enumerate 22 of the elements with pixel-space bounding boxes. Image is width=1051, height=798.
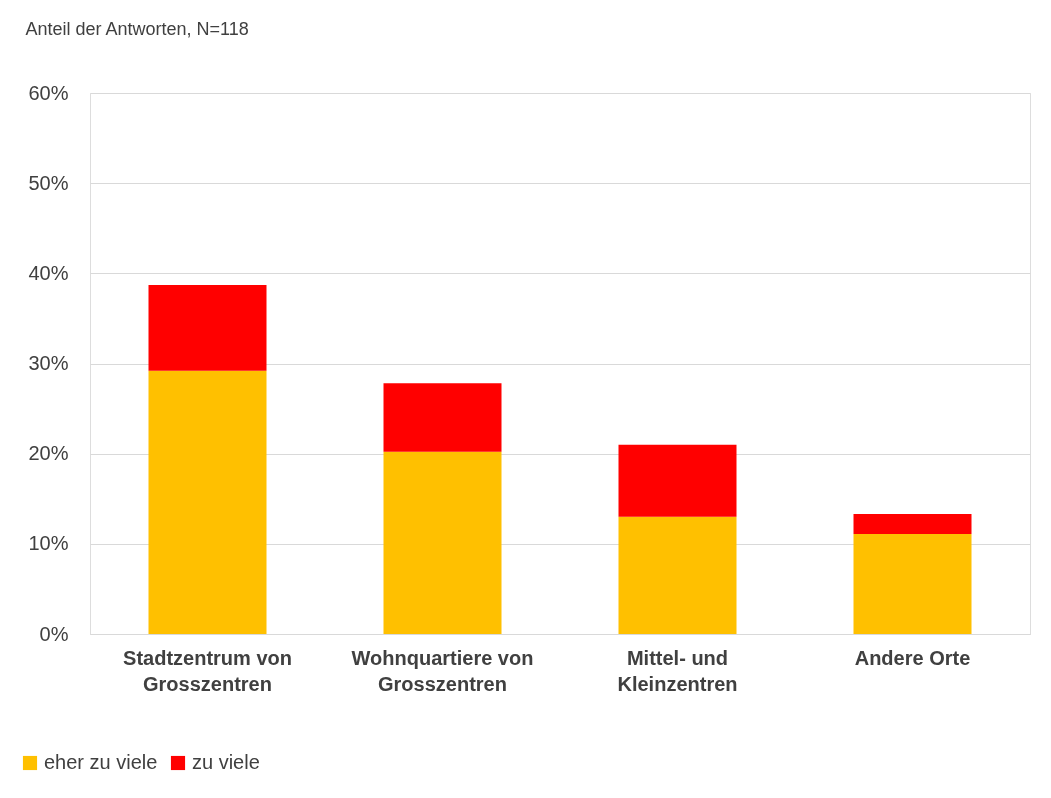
y-tick-label: 0% — [39, 622, 69, 645]
y-axis-title: Anteil der Antworten, N=118 — [25, 18, 249, 39]
bar — [383, 451, 502, 634]
y-tick-label: 20% — [28, 442, 69, 465]
bar — [148, 370, 267, 634]
bar — [383, 383, 502, 452]
y-tick-label: 50% — [28, 171, 69, 194]
y-tick-label: 30% — [28, 352, 69, 374]
legend-label: zu viele — [192, 751, 260, 773]
bar — [853, 514, 972, 534]
y-tick-label: 60% — [28, 81, 69, 104]
bar — [853, 533, 972, 634]
x-tick-label: Andere Orte — [854, 646, 971, 669]
legend-label: eher zu viele — [44, 751, 158, 773]
y-tick-label: 40% — [28, 261, 69, 284]
bar — [618, 444, 737, 517]
x-tick-label: Mittel- und Kleinzentren — [617, 646, 738, 695]
bar — [148, 285, 267, 371]
x-tick-label: Wohnquartiere von Grosszentren — [351, 646, 534, 695]
x-tick-label: Stadtzentrum von Grosszentren — [123, 646, 292, 695]
y-tick-label: 10% — [28, 532, 69, 555]
bar — [618, 516, 737, 634]
